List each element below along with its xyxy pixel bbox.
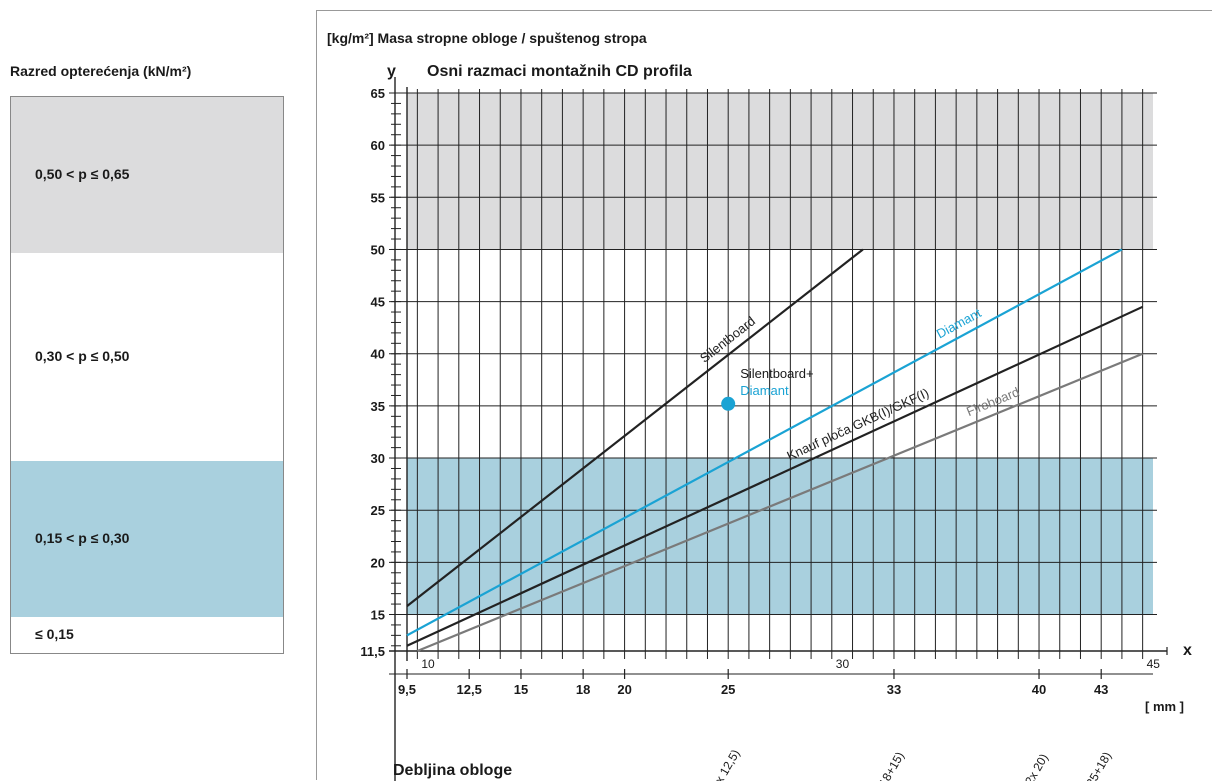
load-band-label: 0,30 < p ≤ 0,50 — [35, 347, 130, 364]
y-tick-label: 30 — [371, 451, 385, 466]
load-band: 0,15 < p ≤ 0,30 — [11, 460, 283, 617]
x-minor-label: 45 — [1147, 657, 1161, 671]
x-main-label: 15 — [514, 682, 528, 697]
thickness-label: Debljina obloge — [393, 762, 512, 779]
load-band-label: ≤ 0,15 — [35, 625, 74, 642]
x-minor-label: 30 — [836, 657, 850, 671]
series-line — [406, 305, 1144, 647]
x-combo-label: (25+18) — [1081, 749, 1114, 781]
chart-svg: 11,5 15 20 25 30 35 40 45 50 55 60 65 10 30 45 9,5 12,5 1… — [327, 30, 1192, 781]
y-tick-label: 11,5 — [360, 644, 385, 659]
x-main-label: 40 — [1032, 682, 1046, 697]
x-combo-label: (2x 20) — [1020, 751, 1051, 781]
load-band-label: 0,15 < p ≤ 0,30 — [35, 529, 130, 546]
load-band: 0,30 < p ≤ 0,50 — [11, 252, 283, 461]
x-main-label: 43 — [1094, 682, 1108, 697]
x-main-label: 20 — [617, 682, 631, 697]
point-label-line2: Diamant — [740, 383, 789, 398]
y-tick-label: 40 — [371, 347, 385, 362]
y-tick-label: 50 — [371, 242, 385, 257]
series-line — [416, 352, 1144, 653]
load-band: ≤ 0,15 — [11, 616, 283, 653]
chart-frame: 11,5 15 20 25 30 35 40 45 50 55 60 65 10 30 45 9,5 12,5 1… — [316, 10, 1212, 781]
y-axis-label: y — [387, 63, 396, 80]
load-band-label: 0,50 < p ≤ 0,65 — [35, 165, 130, 182]
x-unit-label: [ mm ] — [1145, 699, 1184, 714]
x-combo-label: (2x 12,5) — [707, 747, 743, 781]
y-tick-label: 60 — [371, 138, 385, 153]
series-line — [406, 248, 864, 608]
point-label-line1: Silentboard+ — [740, 366, 813, 381]
series-label: Fireboard — [964, 384, 1021, 419]
load-band: 0,50 < p ≤ 0,65 — [11, 97, 283, 253]
y-tick-label: 45 — [371, 295, 385, 310]
load-class-table: 0,50 < p ≤ 0,65 0,30 < p ≤ 0,50 0,15 < p ≤… — [10, 96, 284, 654]
y-tick-label: 35 — [371, 399, 385, 414]
y-tick-label: 65 — [371, 86, 385, 101]
chart-subtitle: Osni razmaci montažnih CD profila — [427, 63, 692, 80]
y-tick-label: 25 — [371, 503, 385, 518]
data-point — [721, 396, 736, 411]
x-main-label: 9,5 — [398, 682, 416, 697]
series-label: Knauf ploča GKB(I)/GKF(I) — [785, 385, 932, 463]
background-band — [407, 93, 1153, 250]
y-tick-label: 15 — [371, 607, 385, 622]
background-band — [407, 458, 1153, 615]
chart-title: [kg/m²] Masa stropne obloge / spuštenog … — [327, 30, 647, 46]
x-main-label: 12,5 — [457, 682, 482, 697]
load-class-title: Razred opterećenja (kN/m²) — [10, 63, 192, 79]
x-axis-label: x — [1183, 642, 1192, 659]
y-tick-label: 55 — [371, 190, 385, 205]
x-main-label: 18 — [576, 682, 590, 697]
x-main-label: 25 — [721, 682, 735, 697]
x-combo-label: (18+15) — [874, 749, 907, 781]
x-minor-label: 10 — [421, 657, 435, 671]
series-line — [406, 248, 1123, 637]
x-main-label: 33 — [887, 682, 901, 697]
y-tick-label: 20 — [371, 555, 385, 570]
